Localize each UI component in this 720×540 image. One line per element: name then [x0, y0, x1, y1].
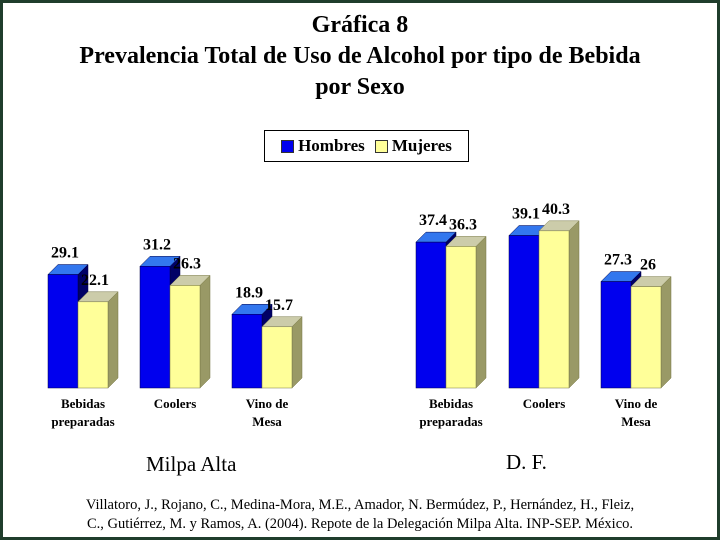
category-label-chart0-2-1: Mesa	[252, 414, 282, 429]
category-label-chart0-0-1: preparadas	[51, 414, 114, 429]
legend-label-mujeres: Mujeres	[391, 136, 452, 155]
bar-chart0-mujeres-2	[261, 326, 293, 389]
bar-chart0-hombres-1	[139, 266, 171, 389]
group-title-df: D. F.	[506, 450, 547, 474]
bar-side-chart0-mujeres-2	[291, 316, 303, 389]
legend: Hombres Mujeres	[264, 130, 469, 162]
legend-swatch-hombres	[281, 139, 295, 153]
value-label-chart1-mujeres-0: 36.3	[449, 216, 477, 233]
bar-chart0-hombres-0	[47, 274, 79, 389]
value-label-chart1-mujeres-2: 26	[640, 257, 656, 274]
legend-item-mujeres: Mujeres	[374, 136, 452, 156]
category-label-chart0-0-0: Bebidas	[61, 396, 105, 411]
bar-chart1-hombres-1	[508, 235, 540, 389]
bar-chart1-hombres-0	[415, 241, 447, 389]
value-label-chart0-hombres-1: 31.2	[143, 236, 171, 253]
bar-side-chart1-mujeres-1	[568, 220, 580, 389]
bar-chart0-hombres-2	[231, 314, 263, 389]
bar-side-chart1-mujeres-0	[475, 235, 487, 389]
bar-side-chart0-mujeres-0	[107, 291, 119, 389]
group-title-milpa-alta: Milpa Alta	[146, 452, 237, 476]
category-label-chart0-2-0: Vino de	[246, 396, 289, 411]
title-line-2: Prevalencia Total de Uso de Alcohol por …	[79, 43, 641, 69]
bar-side-chart0-mujeres-1	[199, 274, 211, 389]
value-label-chart1-hombres-0: 37.4	[419, 212, 447, 229]
legend-swatch-mujeres	[374, 139, 388, 153]
value-label-chart1-hombres-2: 27.3	[604, 252, 632, 269]
value-label-chart0-hombres-2: 18.9	[235, 284, 263, 301]
value-label-chart1-mujeres-1: 40.3	[542, 201, 570, 218]
legend-label-hombres: Hombres	[298, 136, 365, 155]
bar-chart1-mujeres-2	[630, 286, 662, 389]
bar-chart1-mujeres-1	[538, 230, 570, 389]
slide-background	[3, 3, 717, 537]
bar-chart0-mujeres-1	[169, 285, 201, 389]
bar-side-chart1-mujeres-2	[660, 275, 672, 389]
category-label-chart1-2-0: Vino de	[615, 396, 658, 411]
title-line-1: Gráfica 8	[311, 12, 409, 38]
category-label-chart0-1-0: Coolers	[154, 396, 197, 411]
category-label-chart1-0-0: Bebidas	[429, 396, 473, 411]
bar-chart1-mujeres-0	[445, 246, 477, 389]
category-label-chart1-2-1: Mesa	[621, 414, 651, 429]
chart-title: Gráfica 8 Prevalencia Total de Uso de Al…	[0, 10, 720, 103]
citation-line-1: Villatoro, J., Rojano, C., Medina-Mora, …	[85, 497, 635, 513]
value-label-chart1-hombres-1: 39.1	[512, 206, 540, 223]
citation: Villatoro, J., Rojano, C., Medina-Mora, …	[0, 496, 720, 534]
value-label-chart0-mujeres-1: 26.3	[173, 255, 201, 272]
legend-item-hombres: Hombres	[281, 136, 365, 156]
citation-line-2: C., Gutiérrez, M. y Ramos, A. (2004). Re…	[86, 516, 634, 532]
value-label-chart0-hombres-0: 29.1	[51, 245, 79, 262]
title-line-3: por Sexo	[315, 74, 405, 100]
category-label-chart1-0-1: preparadas	[419, 414, 482, 429]
value-label-chart0-mujeres-2: 15.7	[265, 297, 293, 314]
value-label-chart0-mujeres-0: 22.1	[81, 272, 109, 289]
bar-chart0-mujeres-0	[77, 301, 109, 389]
category-label-chart1-1-0: Coolers	[523, 396, 566, 411]
bar-chart1-hombres-2	[600, 281, 632, 389]
